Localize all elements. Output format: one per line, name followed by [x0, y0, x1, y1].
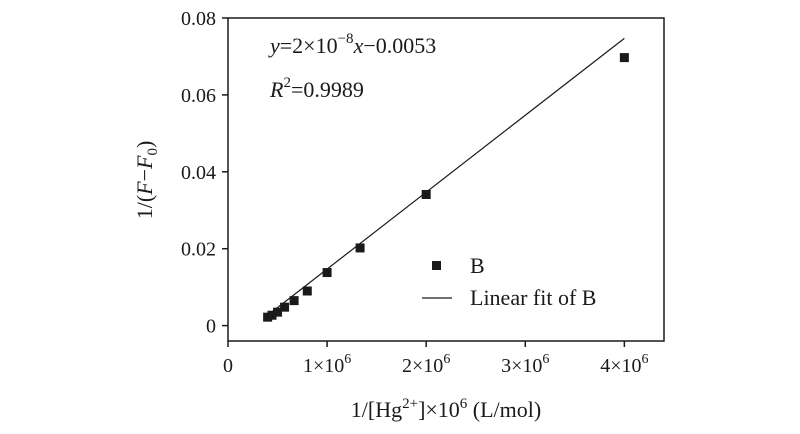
y-tick-label-4: 0.08	[181, 8, 216, 30]
y-axis-ticks: 0 0.02 0.04 0.06 0.08	[181, 8, 228, 338]
y-tick-label-0: 0	[206, 316, 216, 338]
y-axis-title: 1/(F−F0)	[132, 141, 161, 220]
x-tick-label-1: 1×106	[303, 352, 351, 377]
x-axis-ticks: 0 1×106 2×106 3×106 4×106	[223, 341, 649, 377]
x-tick-label-4: 4×106	[600, 352, 648, 377]
data-point-7	[355, 243, 365, 253]
data-point-8	[421, 189, 431, 199]
x-tick-label-3: 3×106	[501, 352, 549, 377]
x-axis-title: 1/[Hg2+]×106 (L/mol)	[351, 396, 541, 422]
plot-frame	[227, 17, 665, 342]
data-point-5	[302, 286, 312, 296]
legend: B Linear fit of B	[422, 253, 596, 310]
y-tick-label-1: 0.02	[181, 239, 216, 261]
data-point-9	[619, 53, 629, 63]
data-point-3	[280, 302, 290, 312]
y-tick-label-3: 0.06	[181, 85, 216, 107]
legend-label-fit: Linear fit of B	[470, 285, 596, 310]
data-point-4	[289, 296, 299, 306]
fit-equation: y=2×10−8x−0.0053	[268, 31, 436, 58]
y-tick-label-2: 0.04	[181, 162, 216, 184]
r-squared: R2=0.9989	[269, 75, 364, 102]
legend-marker-b	[432, 261, 441, 270]
data-point-1	[267, 310, 277, 320]
data-point-6	[322, 268, 332, 278]
x-tick-label-2: 2×106	[402, 352, 450, 377]
data-point-2	[273, 307, 283, 317]
data-points-series-b	[263, 53, 629, 322]
x-tick-label-0: 0	[223, 355, 233, 377]
legend-label-b: B	[470, 253, 485, 278]
